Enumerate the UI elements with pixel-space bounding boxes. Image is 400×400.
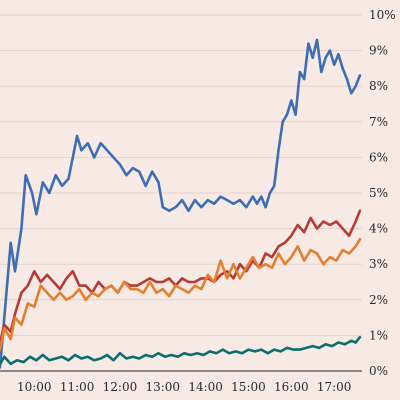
gridlines [0,14,362,336]
series-lines [0,38,362,369]
y-tick-label: 10% [369,8,396,22]
y-tick-label: 6% [369,150,388,164]
x-tick-label: 14:00 [188,380,223,394]
series-line-0 [0,38,362,369]
y-tick-label: 2% [369,293,388,307]
x-tick-label: 15:00 [231,380,266,394]
series-line-3 [0,335,362,366]
y-tick-label: 1% [369,328,388,342]
x-tick-label: 11:00 [60,380,95,394]
y-tick-label: 3% [369,257,388,271]
x-tick-label: 16:00 [274,380,309,394]
y-tick-label: 5% [369,186,388,200]
y-tick-labels: 0% 1% 2% 3% 4% 5% 6% 7% 8% 9% 10% [369,8,396,378]
x-tick-label: 13:00 [145,380,180,394]
x-tick-label: 17:00 [317,380,352,394]
x-tick-label: 12:00 [103,380,138,394]
y-tick-label: 8% [369,79,388,93]
y-tick-label: 0% [369,364,388,378]
series-line-2 [0,238,362,351]
x-tick-label: 10:00 [17,380,52,394]
y-tick-label: 4% [369,222,388,236]
y-tick-label: 9% [369,44,388,58]
x-tick-labels: 10:00 11:00 12:00 13:00 14:00 15:00 16:00 17:00 [17,380,351,394]
series-line-1 [0,209,362,344]
y-tick-label: 7% [369,115,388,129]
